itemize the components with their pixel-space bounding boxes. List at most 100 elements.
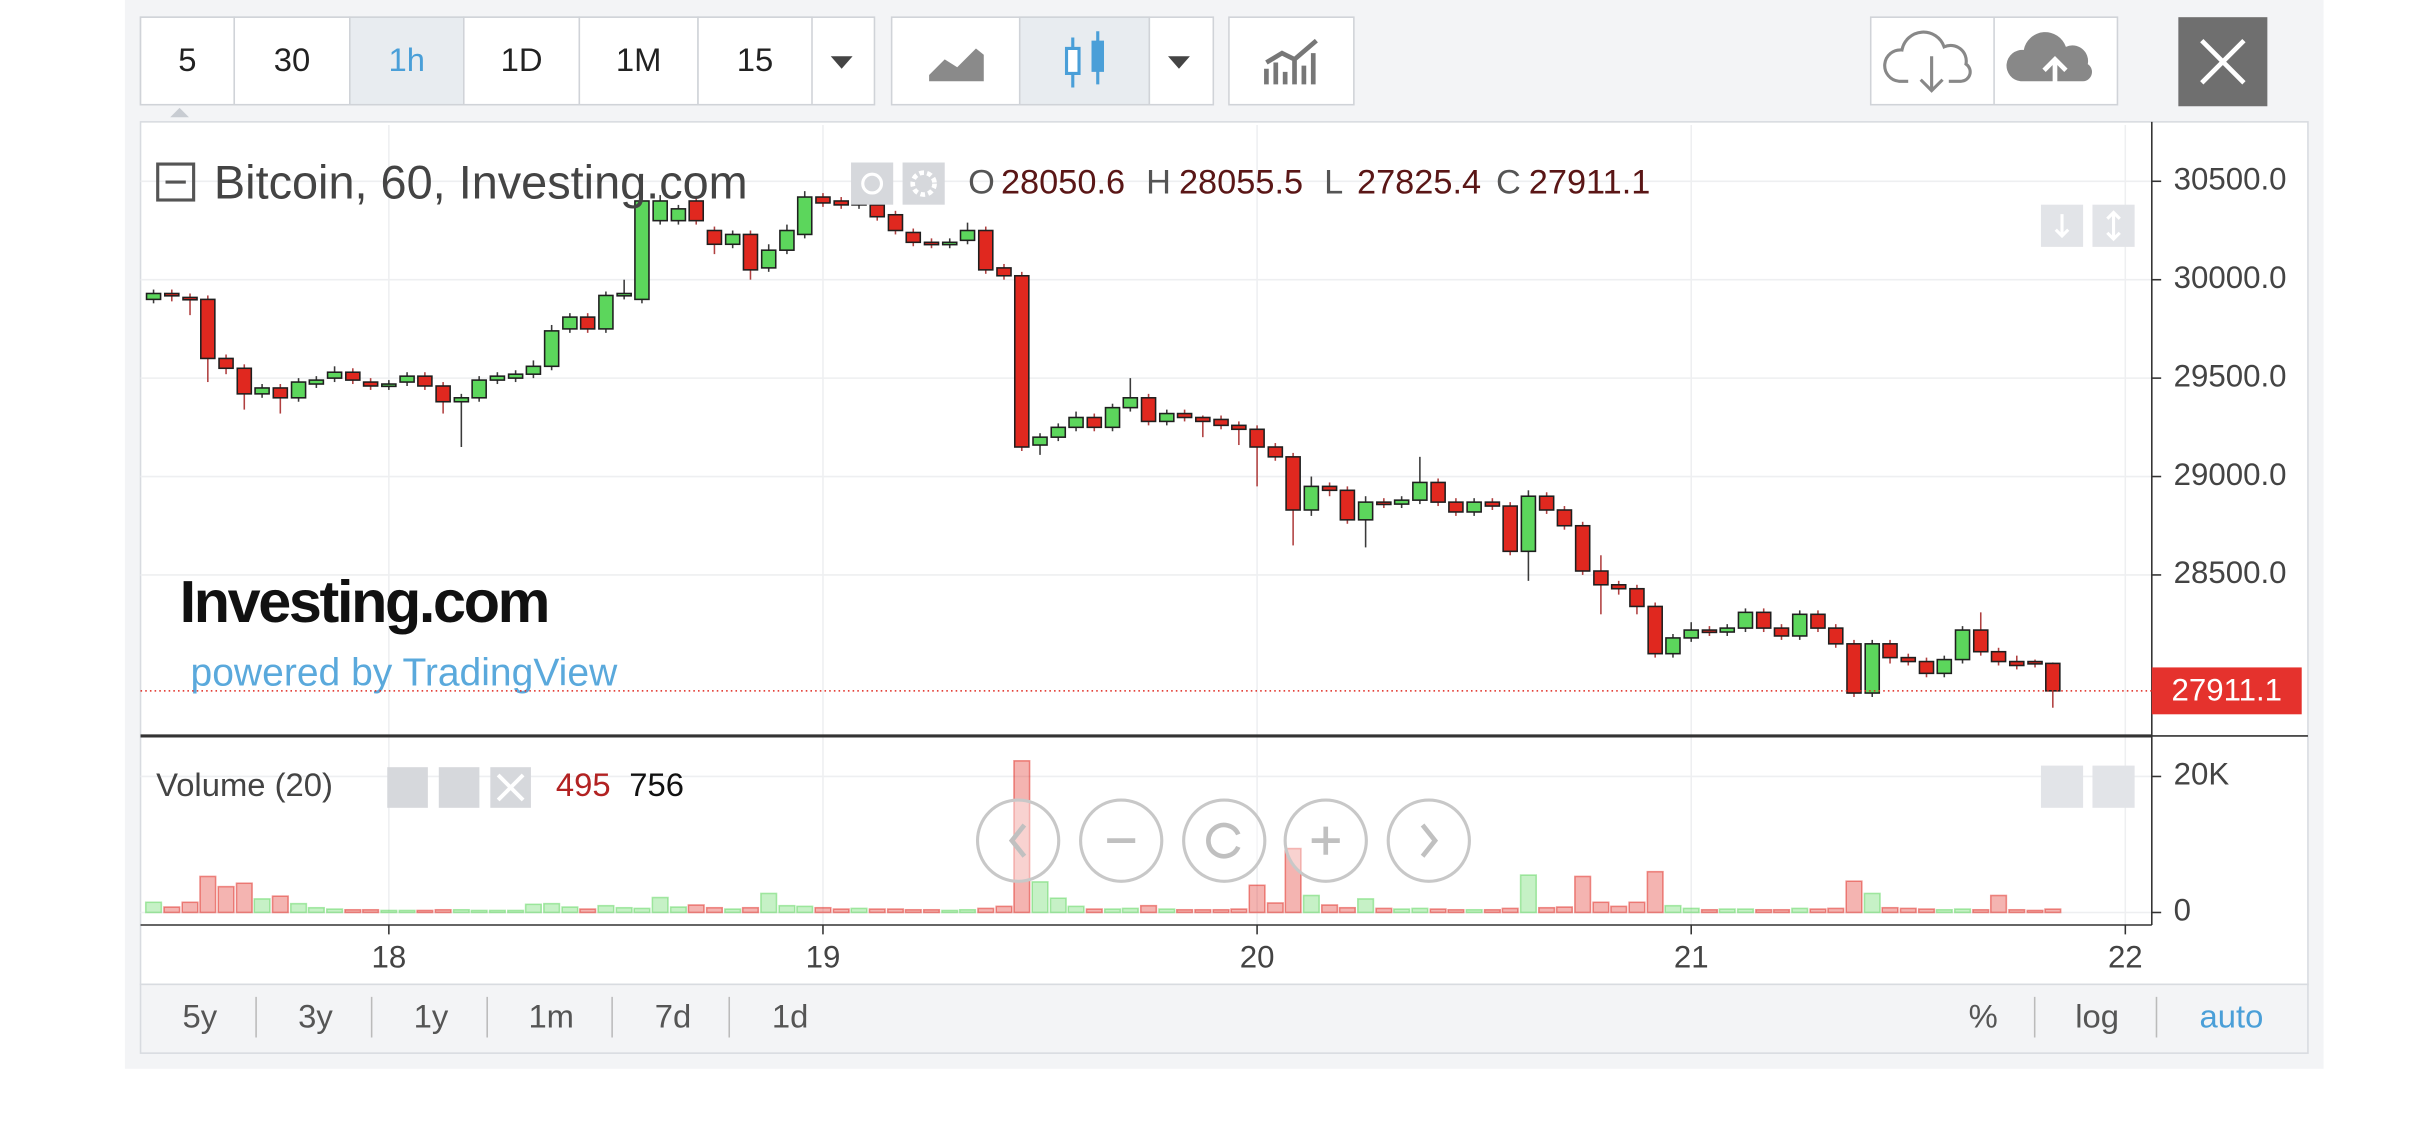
volume-bar <box>687 904 705 914</box>
volume-maximize-icon[interactable] <box>2092 765 2135 808</box>
volume-bar <box>1755 908 1773 914</box>
download-cloud[interactable] <box>1883 30 1972 83</box>
eye-icon-pupil <box>861 172 884 195</box>
volume-bar <box>398 909 416 914</box>
volume-bar <box>2044 908 2062 914</box>
volume-bar <box>543 902 561 914</box>
toolbar: 5 30 1h 1D 1M 15 <box>139 16 876 106</box>
volume-tick-label: 20K <box>2174 757 2230 792</box>
interval-button[interactable] <box>349 16 465 106</box>
candle-body <box>1574 524 1591 572</box>
volume-bar <box>1501 907 1519 914</box>
legend-value: 28055.5 <box>1179 163 1303 201</box>
candle-body <box>959 229 976 242</box>
candle-body <box>453 397 470 403</box>
candle-body <box>1357 501 1374 521</box>
volume-bar <box>253 898 271 914</box>
chart-area <box>139 121 2309 986</box>
volume-bar <box>1031 881 1049 914</box>
candle-body <box>1918 660 1935 675</box>
range-button[interactable]: 1m <box>528 997 574 1034</box>
volume-bar <box>1592 901 1610 914</box>
range-button[interactable]: 5y <box>183 997 218 1034</box>
scroll-left-button[interactable] <box>975 798 1061 883</box>
volume-eye-icon[interactable] <box>387 767 428 808</box>
candle-body <box>435 385 451 403</box>
candle-body <box>1773 627 1790 637</box>
candle-body <box>706 229 723 246</box>
volume-ma-value: 756 <box>629 766 684 803</box>
volume-bar <box>958 908 977 914</box>
volume-bar <box>362 908 380 914</box>
x-tick-label: 22 <box>2108 940 2143 975</box>
interval-button[interactable] <box>139 16 236 106</box>
interval-button[interactable] <box>233 16 351 106</box>
volume-bar <box>1519 874 1537 914</box>
candle-body <box>1755 611 1772 629</box>
eye-icon[interactable] <box>851 162 894 205</box>
reset-button[interactable] <box>1182 798 1267 883</box>
volume-bar <box>760 892 778 914</box>
candle-body <box>1810 613 1826 629</box>
settings-icon-gear <box>910 170 937 197</box>
range-button[interactable]: 3y <box>298 997 333 1034</box>
scale-button[interactable]: auto <box>2200 997 2264 1034</box>
volume-bar <box>1429 908 1447 914</box>
candle-body <box>1321 485 1338 492</box>
interval-label: 5 <box>178 41 196 78</box>
volume-bar <box>1718 908 1736 914</box>
bottom-bar <box>139 983 2309 1054</box>
legend-key: H <box>1146 163 1171 201</box>
upload-cloud[interactable] <box>2006 32 2092 82</box>
candle-body <box>399 375 415 383</box>
volume-bar <box>1139 904 1158 914</box>
volume-bar <box>1989 894 2008 914</box>
volume-bar <box>1176 908 1194 914</box>
candle-body <box>1376 501 1392 506</box>
scale-button[interactable]: log <box>2075 997 2119 1034</box>
candle-body <box>760 249 777 269</box>
legend-key: C <box>1496 163 1521 201</box>
interval-label: 15 <box>737 41 773 78</box>
volume-bar <box>271 895 289 914</box>
collapse-icon[interactable] <box>156 162 196 202</box>
candle-body <box>869 204 886 218</box>
range-button[interactable]: 7d <box>655 997 691 1034</box>
volume-bar <box>1320 904 1339 914</box>
volume-bar <box>1302 894 1320 914</box>
interval-button[interactable] <box>462 16 581 106</box>
settings-icon[interactable] <box>902 162 945 205</box>
candle-body <box>941 241 958 246</box>
candle-body <box>1430 481 1446 503</box>
volume-up-icon[interactable] <box>2040 765 2084 808</box>
volume-bar <box>1538 906 1556 914</box>
volume-bar <box>597 904 615 914</box>
volume-settings-icon[interactable] <box>438 767 480 808</box>
volume-bar <box>1610 905 1628 914</box>
interval-button[interactable] <box>578 16 699 106</box>
volume-bar <box>1899 907 1917 914</box>
indicators-button[interactable] <box>1228 16 1355 106</box>
candle-body <box>1231 424 1247 431</box>
candle-body <box>833 200 850 206</box>
volume-bar <box>995 905 1013 914</box>
range-button[interactable]: 1d <box>772 997 808 1034</box>
volume-bar <box>1393 908 1411 914</box>
remove-cross <box>496 773 525 802</box>
candle-body <box>1086 416 1103 429</box>
scale-button[interactable]: % <box>1969 997 1998 1034</box>
range-button[interactable]: 1y <box>414 997 449 1034</box>
candles-button[interactable] <box>1018 16 1151 106</box>
area-icon[interactable] <box>929 48 984 82</box>
volume-bar <box>814 906 832 914</box>
chart-title: Bitcoin, 60, Investing.com <box>214 156 748 208</box>
interval-button[interactable] <box>697 16 813 106</box>
volume-bar <box>507 909 525 914</box>
scroll-right-button[interactable] <box>1386 798 1471 883</box>
interval-dropdown[interactable] <box>830 56 853 69</box>
chart-type-dropdown[interactable] <box>1168 56 1190 69</box>
candle-body <box>1665 637 1681 655</box>
candle-body <box>1538 495 1555 511</box>
candle-body <box>1737 611 1754 629</box>
